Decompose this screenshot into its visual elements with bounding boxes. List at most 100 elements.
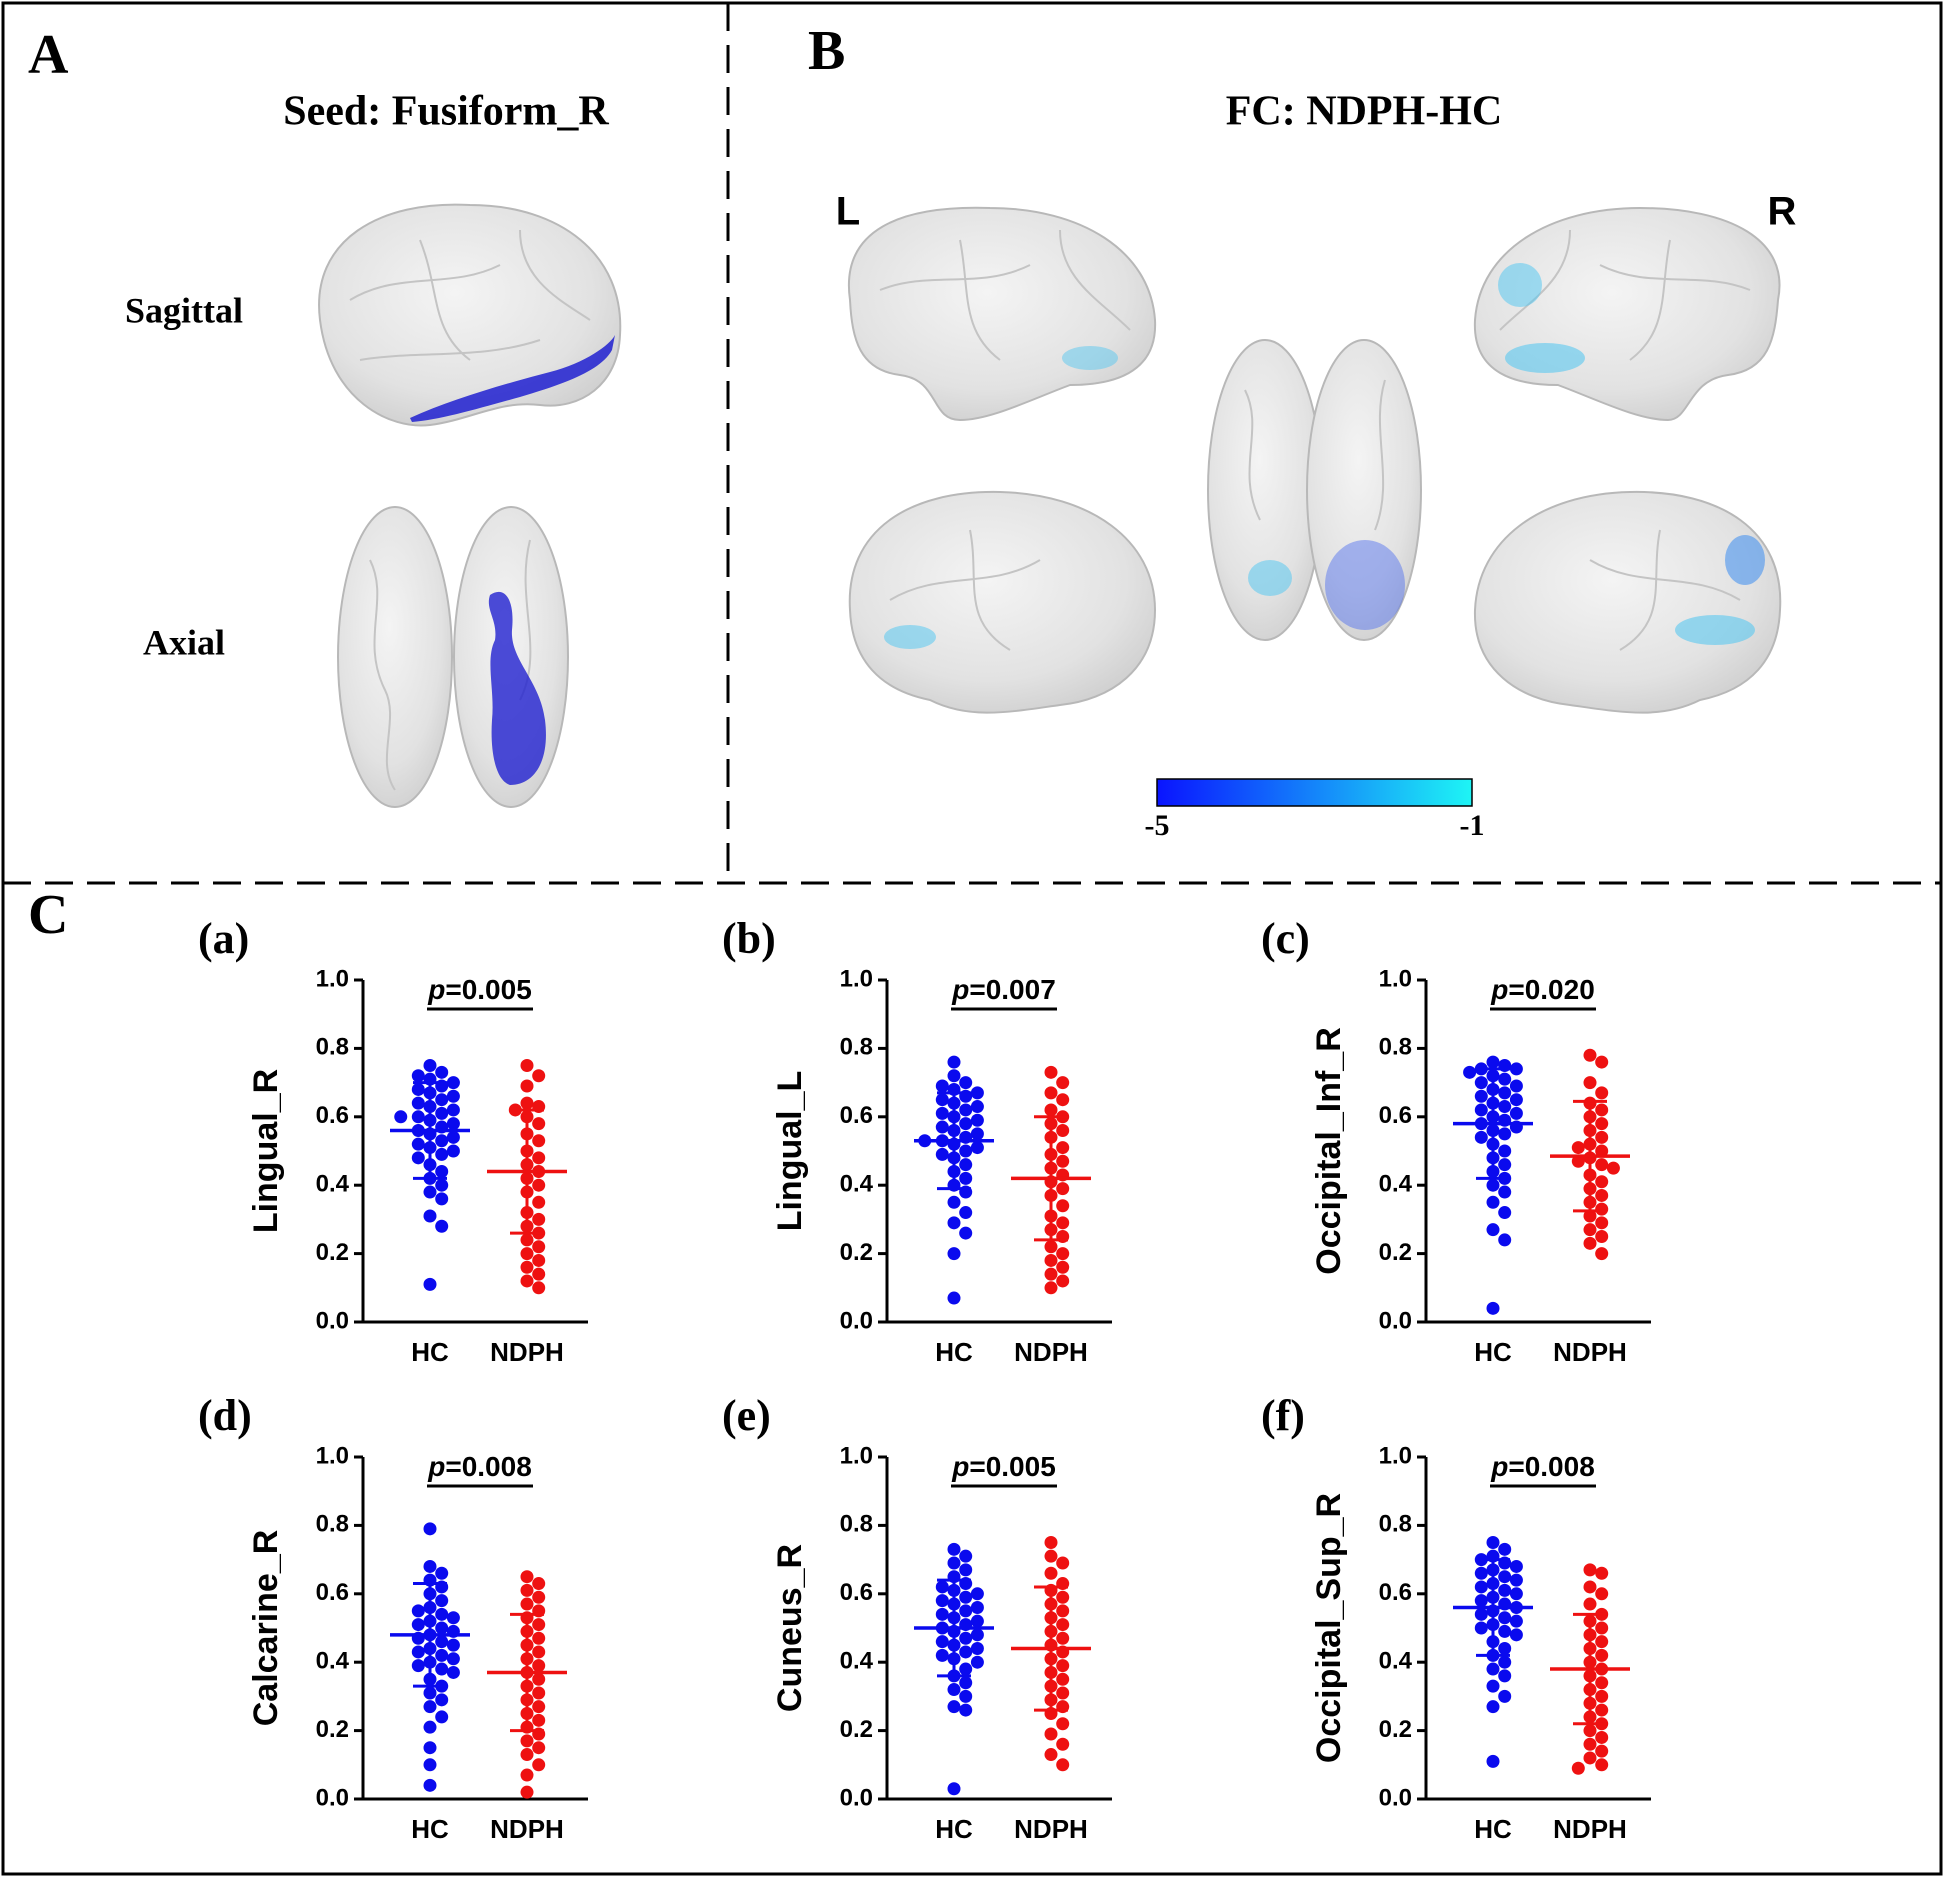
data-point	[1044, 1748, 1058, 1762]
data-point	[1583, 1737, 1597, 1751]
data-point	[947, 1069, 961, 1083]
data-point	[959, 1158, 973, 1172]
x-tick-label: HC	[411, 1337, 449, 1367]
data-point	[435, 1178, 449, 1192]
data-point	[970, 1127, 984, 1141]
panel-title: FC: NDPH-HC	[1226, 89, 1502, 135]
data-point	[1056, 1686, 1070, 1700]
data-point	[1056, 1737, 1070, 1751]
data-point	[1595, 1247, 1609, 1261]
dot-plot: (b) Lingual_L 0.0 0.2 0.4 0.6 0.8 1.0 p=0.007 HC N…	[722, 914, 1112, 1367]
data-point	[1595, 1676, 1609, 1690]
data-point	[1044, 1549, 1058, 1563]
data-point	[1595, 1175, 1609, 1189]
y-tick-label: 0.2	[316, 1239, 349, 1266]
data-point	[446, 1076, 460, 1090]
p-value: p=0.005	[951, 1451, 1056, 1482]
data-point	[532, 1758, 546, 1772]
data-point	[1583, 1563, 1597, 1577]
data-point	[1486, 1754, 1500, 1768]
x-tick-label: NDPH	[1553, 1337, 1627, 1367]
data-point	[1509, 1614, 1523, 1628]
y-tick-label: 0.6	[1379, 1579, 1412, 1606]
brain-sagittal	[318, 203, 622, 427]
data-point	[435, 1566, 449, 1580]
data-point	[959, 1076, 973, 1090]
subplot-label: (f)	[1261, 1391, 1305, 1440]
data-point	[1571, 1761, 1585, 1775]
data-point	[1056, 1590, 1070, 1604]
data-point	[1498, 1655, 1512, 1669]
data-point	[1498, 1570, 1512, 1584]
data-point	[1044, 1103, 1058, 1117]
y-tick-label: 0.4	[1379, 1171, 1413, 1198]
y-tick-label: 0.8	[840, 1511, 873, 1538]
y-tick-label: 0.2	[840, 1239, 873, 1266]
data-point	[1498, 1669, 1512, 1683]
data-point	[947, 1195, 961, 1209]
data-point	[1044, 1065, 1058, 1079]
data-point	[446, 1089, 460, 1103]
data-point	[1474, 1594, 1488, 1608]
subplot-label: (e)	[722, 1391, 771, 1440]
data-point	[1571, 1154, 1585, 1168]
data-point	[520, 1096, 534, 1110]
data-point	[1595, 1648, 1609, 1662]
data-point	[1474, 1621, 1488, 1635]
data-point	[1595, 1635, 1609, 1649]
data-point	[1595, 1158, 1609, 1172]
data-point	[446, 1130, 460, 1144]
data-point	[935, 1093, 949, 1107]
data-point	[1474, 1089, 1488, 1103]
data-point	[1583, 1580, 1597, 1594]
y-tick-label: 0.0	[840, 1307, 873, 1334]
data-point	[1486, 1679, 1500, 1693]
data-point	[1595, 1086, 1609, 1100]
data-point	[1044, 1086, 1058, 1100]
data-point	[532, 1212, 546, 1226]
data-point	[935, 1580, 949, 1594]
data-point	[970, 1642, 984, 1656]
data-point	[1583, 1597, 1597, 1611]
data-point	[1595, 1744, 1609, 1758]
data-point	[423, 1720, 437, 1734]
data-point	[435, 1621, 449, 1635]
data-point	[435, 1648, 449, 1662]
data-point	[970, 1113, 984, 1127]
y-tick-label: 0.6	[840, 1102, 873, 1129]
data-point	[1595, 1055, 1609, 1069]
data-point	[1486, 1195, 1500, 1209]
data-point	[1474, 1566, 1488, 1580]
data-point	[423, 1778, 437, 1792]
dot-plot: (c) Occipital_Inf_R 0.0 0.2 0.4 0.6 0.8 1.0 p=0.…	[1261, 914, 1651, 1367]
data-point	[1056, 1618, 1070, 1632]
data-point	[959, 1117, 973, 1131]
data-point	[423, 1185, 437, 1199]
data-point	[1509, 1573, 1523, 1587]
data-point	[520, 1570, 534, 1584]
brain-axial-b	[1207, 339, 1422, 641]
data-point	[1056, 1076, 1070, 1090]
data-point	[411, 1618, 425, 1632]
y-axis-label: Occipital_Inf_R	[1310, 1027, 1348, 1275]
data-point	[532, 1686, 546, 1700]
y-tick-label: 1.0	[840, 1442, 873, 1469]
data-point	[520, 1734, 534, 1748]
data-point	[959, 1676, 973, 1690]
brain-right-medial	[1473, 490, 1782, 714]
panel-title: Seed: Fusiform_R	[283, 89, 609, 135]
data-point	[935, 1648, 949, 1662]
p-value: p=0.020	[1490, 974, 1595, 1005]
data-point	[1498, 1583, 1512, 1597]
data-point	[1595, 1566, 1609, 1580]
data-point	[1498, 1642, 1512, 1656]
y-tick-label: 0.8	[316, 1511, 349, 1538]
data-point	[1583, 1209, 1597, 1223]
data-point	[446, 1144, 460, 1158]
data-point	[1044, 1727, 1058, 1741]
data-point	[947, 1782, 961, 1796]
data-point	[935, 1607, 949, 1621]
data-point	[1595, 1216, 1609, 1230]
data-point	[532, 1618, 546, 1632]
